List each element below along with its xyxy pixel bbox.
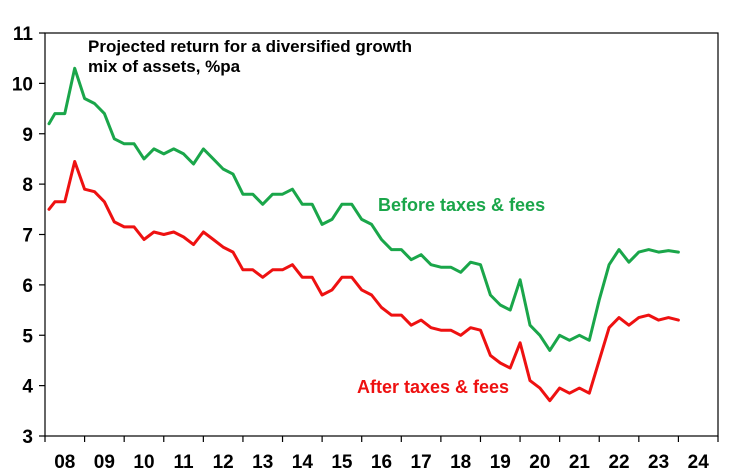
x-tick-label-24: 24	[688, 452, 710, 473]
before-taxes-fees-line	[47, 66, 680, 352]
y-tick-label-9: 9	[22, 125, 33, 146]
x-tick-label-20: 20	[529, 452, 550, 473]
series-layer	[47, 66, 680, 403]
y-tick-label-10: 10	[12, 74, 33, 95]
x-tick-label-21: 21	[569, 452, 591, 473]
x-tick-label-16: 16	[371, 452, 392, 473]
plot-area	[44, 32, 719, 437]
x-tick-label-14: 14	[292, 452, 314, 473]
x-tick-label-15: 15	[331, 452, 353, 473]
y-tick-label-5: 5	[22, 326, 33, 347]
x-tick-label-12: 12	[213, 452, 234, 473]
y-tick-label-7: 7	[22, 226, 33, 247]
y-tick-label-6: 6	[22, 276, 33, 297]
x-tick-label-10: 10	[133, 452, 154, 473]
y-axis: 3 4 5 6 7 8 9 10 11	[12, 24, 45, 448]
x-tick-label-08: 08	[54, 452, 75, 473]
y-tick-label-4: 4	[22, 377, 33, 398]
after-taxes-fees-label: After taxes & fees	[357, 377, 509, 397]
x-tick-label-18: 18	[450, 452, 471, 473]
y-tick-label-8: 8	[22, 175, 33, 196]
x-tick-label-17: 17	[411, 452, 432, 473]
x-tick-label-23: 23	[648, 452, 669, 473]
x-tick-label-09: 09	[94, 452, 115, 473]
plot-border	[44, 32, 719, 437]
chart-title-line-1: Projected return for a diversified growt…	[88, 37, 412, 56]
x-tick-label-22: 22	[608, 452, 629, 473]
x-tick-label-11: 11	[174, 452, 195, 473]
x-tick-label-19: 19	[490, 452, 511, 473]
y-tick-label-11: 11	[13, 24, 34, 45]
before-taxes-fees-label: Before taxes & fees	[378, 195, 545, 215]
chart-title-line-2: mix of assets, %pa	[88, 57, 241, 76]
x-axis: 08 09 10 11 12 13 14 15 16 17 18 19 20 21 22 23 24	[44, 436, 719, 473]
y-tick-label-3: 3	[22, 427, 33, 448]
x-tick-label-13: 13	[252, 452, 273, 473]
after-taxes-fees-line	[47, 160, 680, 403]
